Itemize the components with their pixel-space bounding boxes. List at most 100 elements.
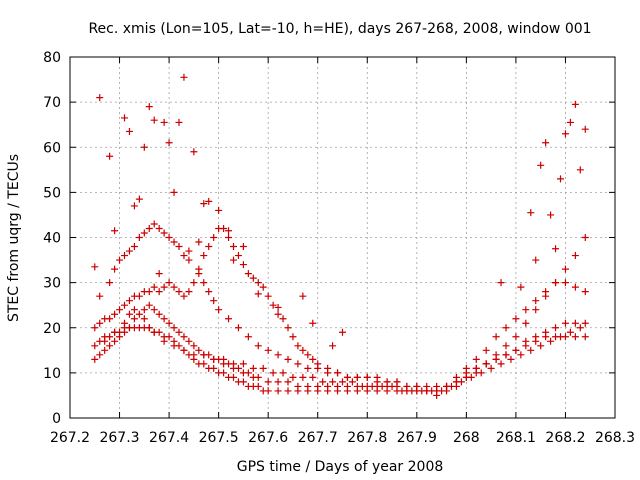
- data-point: [121, 319, 128, 327]
- data-point: [185, 288, 193, 296]
- data-point: [230, 373, 237, 381]
- data-point: [106, 279, 114, 287]
- data-point: [96, 319, 104, 327]
- data-point: [363, 373, 371, 381]
- data-point: [190, 342, 198, 350]
- x-axis-label: GPS time / Days of year 2008: [237, 459, 444, 475]
- data-point: [289, 373, 297, 381]
- data-point: [522, 319, 530, 327]
- data-point: [571, 319, 579, 327]
- data-point: [502, 351, 510, 359]
- data-point: [180, 252, 188, 260]
- data-point: [532, 306, 540, 314]
- y-tick-label: 20: [43, 321, 61, 337]
- x-tick-label: 268.3: [595, 430, 635, 446]
- data-point: [185, 256, 193, 264]
- data-point: [329, 378, 337, 386]
- data-point: [175, 243, 183, 251]
- data-point: [200, 279, 208, 287]
- data-point: [180, 333, 188, 341]
- data-point: [269, 301, 277, 309]
- data-point: [314, 364, 322, 372]
- data-point: [294, 342, 302, 350]
- data-point: [230, 360, 237, 368]
- data-point: [542, 328, 550, 336]
- data-point: [111, 310, 119, 318]
- data-point: [462, 364, 470, 372]
- data-point: [244, 369, 252, 377]
- data-point: [264, 378, 272, 386]
- data-point: [517, 283, 525, 291]
- y-axis-label: STEC from uqrg / TECUs: [6, 154, 22, 322]
- data-point: [140, 315, 148, 323]
- data-point: [259, 283, 267, 291]
- data-point: [96, 351, 104, 359]
- data-point: [185, 337, 193, 345]
- data-point: [254, 382, 262, 390]
- data-point: [91, 324, 99, 332]
- data-point: [205, 243, 213, 251]
- data-point: [561, 319, 569, 327]
- data-point: [348, 378, 356, 386]
- data-point: [155, 270, 163, 278]
- data-point: [561, 279, 569, 287]
- data-point: [140, 306, 148, 314]
- data-point: [279, 315, 287, 323]
- data-point: [165, 279, 173, 287]
- data-point: [195, 270, 203, 278]
- data-point: [279, 369, 287, 377]
- data-point: [130, 315, 138, 323]
- data-point: [512, 333, 520, 341]
- data-point: [101, 346, 109, 354]
- data-point: [264, 346, 272, 354]
- data-point: [210, 355, 218, 363]
- data-point: [106, 315, 114, 323]
- data-point: [294, 360, 302, 368]
- data-point: [581, 333, 589, 341]
- data-point: [423, 382, 431, 390]
- data-point: [210, 364, 218, 372]
- data-point: [527, 346, 535, 354]
- data-point: [96, 94, 104, 102]
- data-point: [324, 369, 332, 377]
- data-point: [116, 306, 124, 314]
- data-point: [145, 224, 153, 232]
- data-point: [507, 355, 515, 363]
- data-point: [428, 387, 436, 395]
- data-points: [91, 73, 589, 399]
- data-point: [512, 346, 520, 354]
- data-point: [165, 333, 173, 341]
- data-point: [239, 360, 247, 368]
- data-point: [106, 152, 114, 160]
- data-point: [274, 351, 282, 359]
- data-point: [91, 342, 99, 350]
- data-point: [393, 378, 401, 386]
- data-point: [264, 292, 272, 300]
- data-point: [225, 315, 233, 323]
- data-point: [135, 310, 143, 318]
- data-point: [234, 364, 242, 372]
- data-point: [121, 301, 128, 309]
- axis-ticks: 267.2 267.3 267.4 267.5 267.6 267.7 267.8 267.9…: [43, 50, 635, 446]
- data-point: [111, 328, 119, 336]
- data-point: [304, 382, 312, 390]
- data-point: [249, 364, 257, 372]
- data-point: [125, 324, 133, 332]
- data-point: [135, 292, 143, 300]
- data-point: [200, 351, 208, 359]
- data-point: [254, 290, 262, 298]
- data-point: [408, 387, 416, 395]
- data-point: [557, 175, 564, 183]
- data-point: [537, 342, 545, 350]
- data-point: [180, 73, 188, 81]
- data-point: [274, 310, 282, 318]
- data-point: [512, 315, 520, 323]
- x-tick-label: 267.5: [199, 430, 239, 446]
- data-point: [145, 301, 153, 309]
- data-point: [532, 297, 540, 305]
- data-point: [497, 279, 505, 287]
- data-point: [259, 364, 267, 372]
- data-point: [239, 243, 247, 251]
- data-point: [234, 324, 242, 332]
- data-point: [581, 319, 589, 327]
